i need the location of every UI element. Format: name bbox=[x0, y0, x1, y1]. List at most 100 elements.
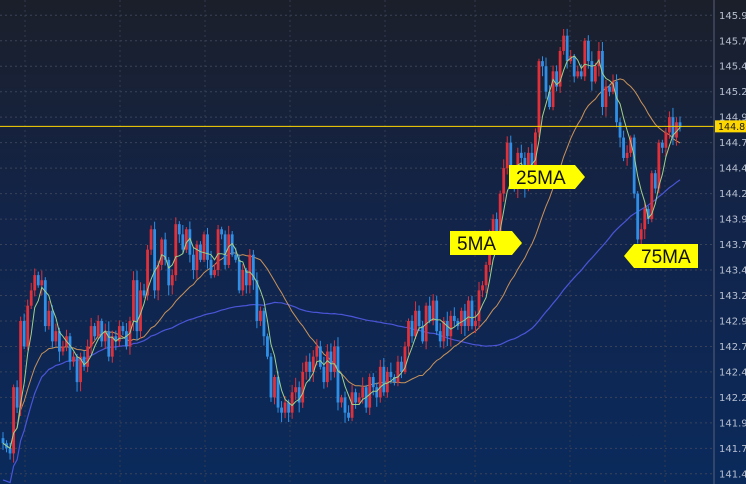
candle-body bbox=[156, 264, 160, 291]
candle-body bbox=[442, 320, 446, 342]
candle-body bbox=[354, 392, 358, 403]
y-tick-label: 141.45 bbox=[719, 469, 746, 480]
candle-body bbox=[311, 356, 315, 372]
candle-body bbox=[611, 81, 615, 92]
candle-body bbox=[255, 280, 259, 321]
candle-body bbox=[276, 377, 280, 408]
candle-body bbox=[604, 86, 608, 107]
candle-body bbox=[593, 66, 597, 82]
candle-body bbox=[47, 310, 51, 327]
candle-body bbox=[259, 310, 262, 321]
candle-body bbox=[615, 81, 618, 123]
candle-body bbox=[392, 377, 396, 383]
candle-body bbox=[544, 66, 548, 92]
ma5-series bbox=[2, 55, 681, 450]
candle-body bbox=[294, 387, 298, 393]
candle-body bbox=[273, 377, 276, 398]
candle-body bbox=[188, 229, 192, 255]
candle-body bbox=[653, 173, 657, 189]
candle-body bbox=[650, 173, 654, 220]
candle-body bbox=[216, 229, 220, 271]
candle-body bbox=[385, 371, 389, 393]
candle-body bbox=[36, 275, 40, 286]
candle-body bbox=[590, 61, 594, 82]
candle-body bbox=[431, 300, 435, 321]
candle-body bbox=[262, 310, 266, 337]
candle-body bbox=[209, 259, 213, 276]
candle-body bbox=[491, 219, 495, 240]
candle-body bbox=[340, 397, 343, 403]
label-ma5: 5MA bbox=[457, 234, 496, 255]
candle-body bbox=[382, 366, 386, 393]
y-tick-label: 144.45 bbox=[719, 164, 746, 175]
candle-body bbox=[519, 152, 523, 158]
candle-body bbox=[290, 392, 294, 413]
candle-body bbox=[625, 152, 629, 158]
candle-body bbox=[121, 326, 125, 332]
candle-body bbox=[414, 310, 417, 337]
candle-body bbox=[378, 366, 382, 398]
candle-body bbox=[608, 86, 611, 92]
candle-body bbox=[555, 71, 558, 87]
candle-body bbox=[318, 346, 322, 367]
candle-body bbox=[308, 361, 312, 372]
candle-body bbox=[445, 320, 449, 337]
candle-body bbox=[170, 275, 174, 286]
candle-body bbox=[484, 264, 488, 286]
candle-body bbox=[72, 356, 75, 362]
candle-body bbox=[498, 193, 502, 235]
y-tick-label: 143.45 bbox=[719, 266, 746, 277]
candle-body bbox=[8, 448, 12, 454]
candle-body bbox=[33, 275, 37, 291]
candle-body bbox=[301, 371, 305, 403]
candle-body bbox=[657, 142, 661, 189]
candle-body bbox=[343, 397, 347, 413]
candle-body bbox=[428, 305, 432, 321]
candle-body bbox=[481, 285, 484, 291]
candle-body bbox=[322, 366, 326, 383]
candle-body bbox=[534, 132, 537, 169]
y-tick-label: 144.70 bbox=[719, 138, 746, 149]
candle-body bbox=[558, 50, 562, 87]
candle-body bbox=[153, 229, 157, 291]
candle-body bbox=[75, 356, 79, 383]
candle-body bbox=[174, 224, 178, 276]
candle-body bbox=[163, 239, 167, 260]
candle-body bbox=[195, 244, 199, 271]
candle-body bbox=[333, 346, 336, 372]
candle-body bbox=[629, 137, 633, 153]
candle-body bbox=[22, 320, 26, 347]
candle-body bbox=[597, 50, 601, 67]
candle-body bbox=[117, 326, 121, 342]
candle-body bbox=[58, 331, 61, 352]
candle-body bbox=[50, 310, 54, 342]
candle-body bbox=[29, 290, 33, 306]
candle-body bbox=[470, 300, 474, 327]
y-tick-label: 145.95 bbox=[719, 11, 746, 22]
candle-body bbox=[160, 239, 164, 265]
candle-body bbox=[89, 326, 93, 347]
candle-body bbox=[266, 336, 269, 357]
y-tick-label: 142.70 bbox=[719, 342, 746, 353]
candle-body bbox=[234, 254, 238, 260]
candle-body bbox=[375, 387, 379, 398]
candle-body bbox=[639, 229, 643, 240]
current-price-line: 144.86 bbox=[0, 120, 746, 133]
y-tick-label: 142.45 bbox=[719, 367, 746, 378]
candle-body bbox=[241, 270, 245, 291]
label-ma75: 75MA bbox=[641, 247, 691, 268]
candle-body bbox=[357, 397, 361, 403]
candle-body bbox=[579, 71, 583, 77]
ma5-line bbox=[2, 55, 681, 450]
candle-body bbox=[509, 142, 513, 174]
candle-body bbox=[100, 320, 104, 342]
candle-body bbox=[244, 270, 248, 286]
y-tick-label: 144.95 bbox=[719, 113, 746, 124]
candle-body bbox=[329, 351, 333, 372]
candle-body bbox=[618, 122, 622, 138]
current-price-box bbox=[715, 120, 746, 133]
candle-body bbox=[576, 71, 580, 77]
candle-body bbox=[505, 142, 509, 169]
candle-body bbox=[269, 356, 273, 398]
candle-body bbox=[315, 346, 319, 357]
